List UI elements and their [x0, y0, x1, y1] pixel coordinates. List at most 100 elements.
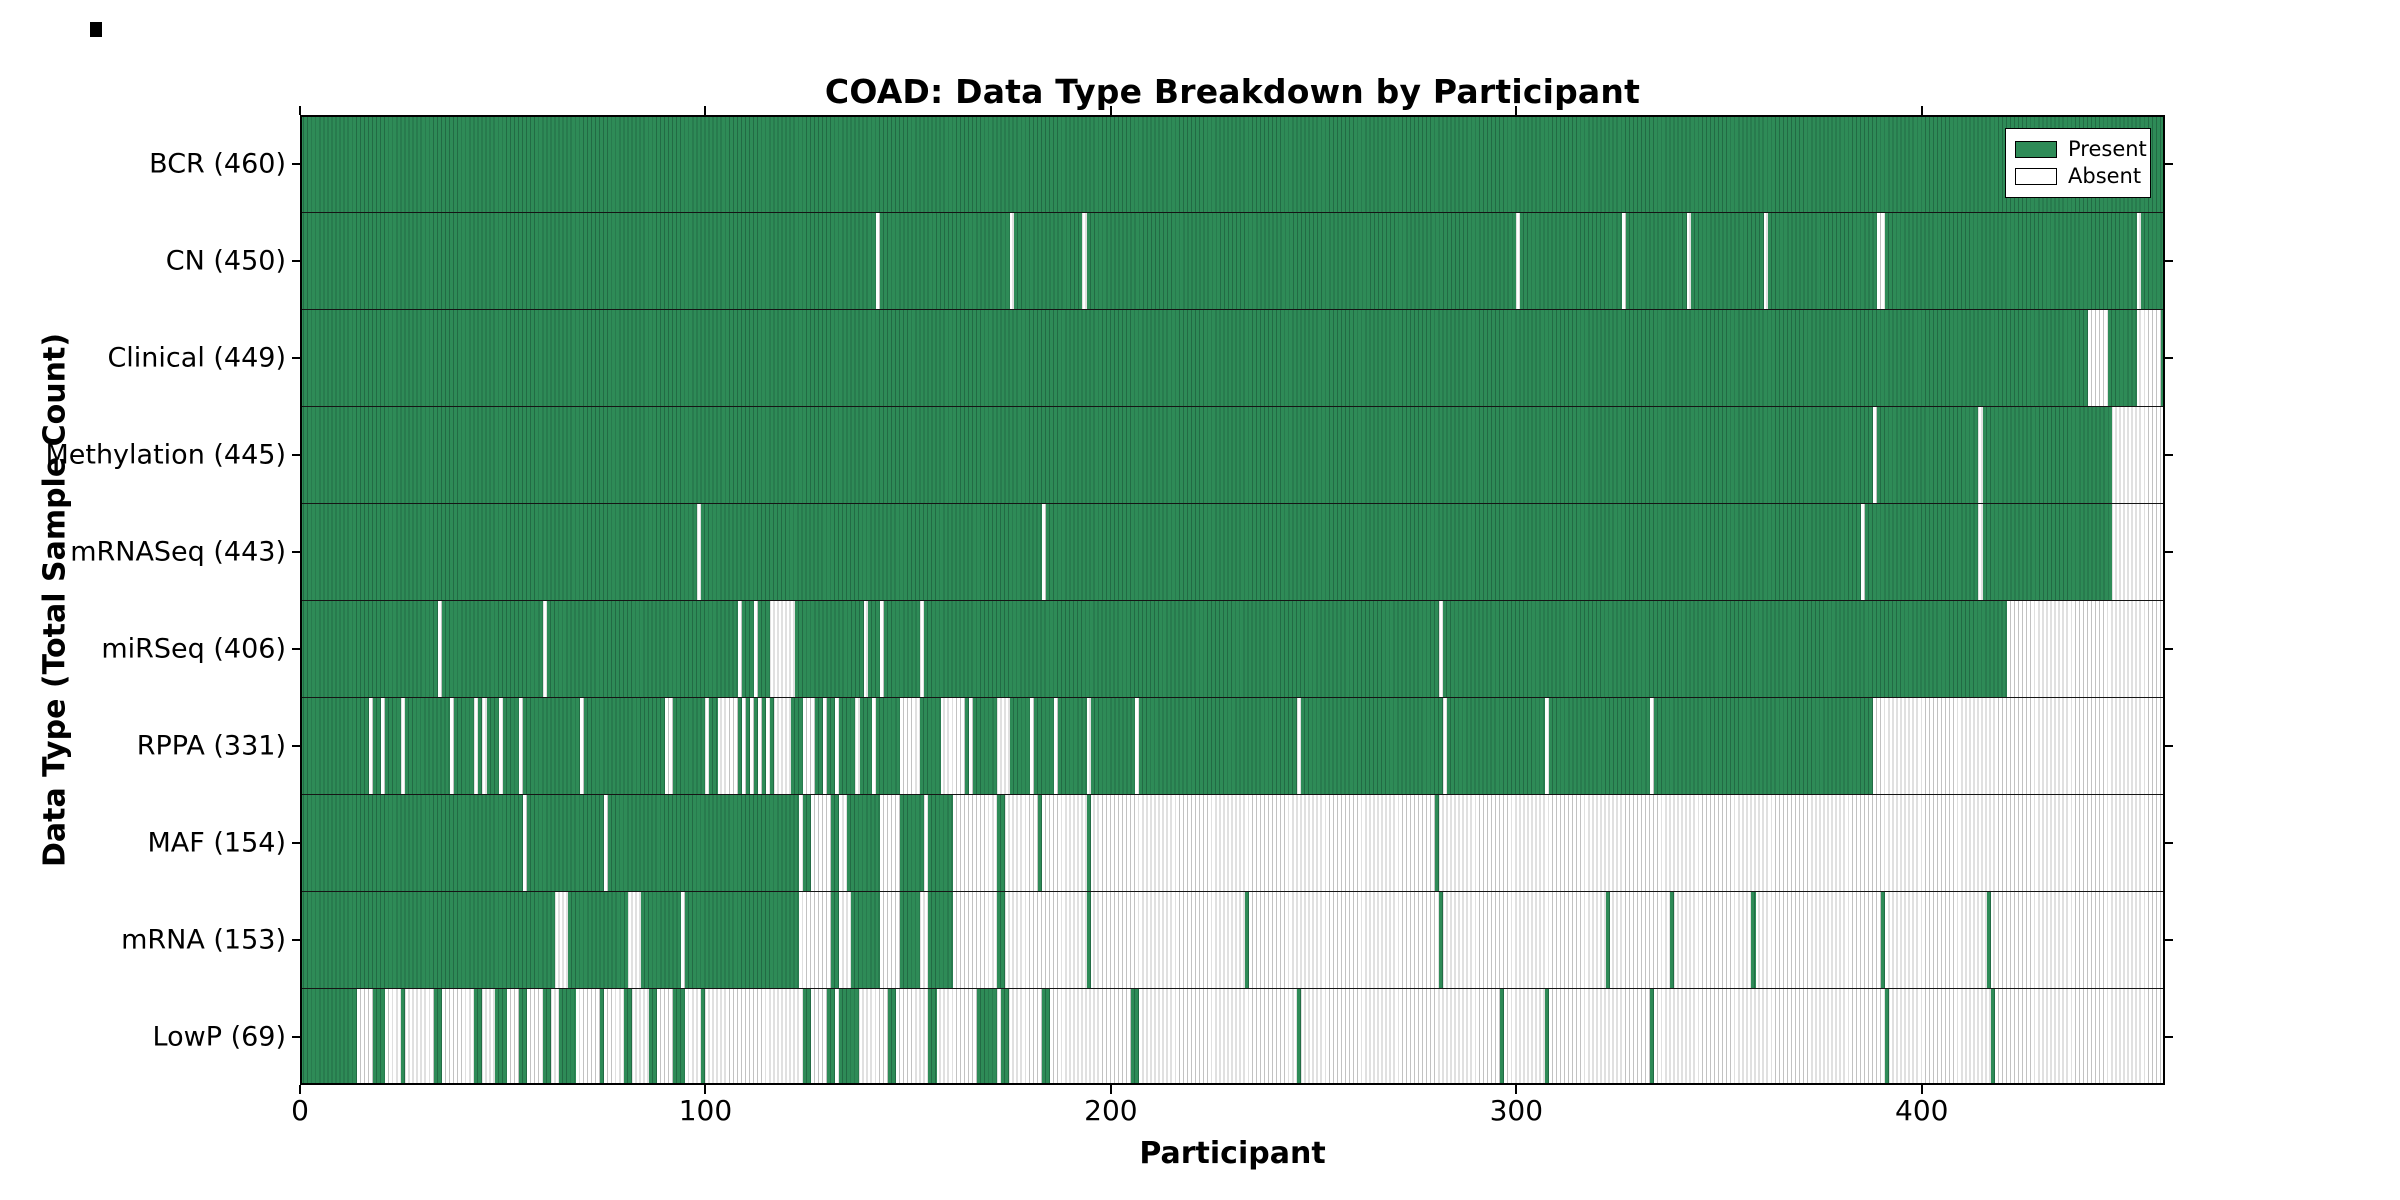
present-segment [478, 698, 483, 794]
present-segment [1986, 892, 1991, 988]
present-segment [2108, 310, 2137, 406]
present-segment [1046, 504, 1861, 600]
present-segment [640, 892, 682, 988]
x-tick-mark-bottom [1515, 1085, 1518, 1094]
present-segment [741, 601, 755, 697]
present-segment [875, 698, 901, 794]
row-CN [300, 212, 2165, 309]
present-segment [441, 601, 544, 697]
y-tick-BCR: BCR (460) [149, 148, 286, 179]
present-segment [851, 892, 880, 988]
present-segment [527, 795, 605, 891]
present-segment [928, 795, 953, 891]
y-tick-mark-left [292, 744, 300, 747]
y-tick-mark-right [2165, 356, 2173, 359]
present-segment [1435, 795, 1440, 891]
present-segment [928, 892, 953, 988]
legend-entry-absent: Absent [2015, 163, 2141, 190]
y-tick-mark-right [2165, 453, 2173, 456]
present-segment [1090, 698, 1136, 794]
present-segment [928, 989, 937, 1085]
x-tick-mark-top [1920, 106, 1923, 115]
present-segment [300, 989, 357, 1085]
y-tick-mark-left [292, 550, 300, 553]
present-segment [300, 698, 369, 794]
x-tick-mark-top [299, 106, 301, 115]
present-segment [847, 795, 880, 891]
row-RPPA [300, 697, 2165, 794]
y-tick-mark-right [2165, 550, 2173, 553]
present-segment [920, 698, 941, 794]
present-segment [433, 989, 442, 1085]
present-segment [624, 989, 633, 1085]
present-segment [973, 698, 998, 794]
present-segment [1033, 698, 1055, 794]
present-segment [300, 115, 2165, 212]
row-LowP [300, 988, 2165, 1085]
y-tick-MAF: MAF (154) [147, 827, 286, 858]
present-segment [1041, 989, 1051, 1085]
y-tick-mark-left [292, 647, 300, 650]
present-segment [997, 892, 1006, 988]
present-segment [758, 601, 771, 697]
present-segment [1086, 795, 1091, 891]
present-segment [802, 795, 811, 891]
present-segment [964, 698, 969, 794]
present-segment [1881, 892, 1886, 988]
present-segment [1650, 989, 1655, 1085]
present-segment [405, 698, 450, 794]
x-tick-mark-top [1515, 106, 1518, 115]
present-segment [1654, 698, 1874, 794]
present-segment [2160, 310, 2165, 406]
y-tick-mark-left [292, 259, 300, 262]
present-segment [1982, 407, 2113, 503]
present-segment [1690, 213, 1764, 309]
present-segment [977, 989, 998, 1085]
present-segment [1885, 213, 2137, 309]
present-segment [300, 795, 523, 891]
present-segment [900, 892, 921, 988]
row-BCR [300, 115, 2165, 212]
present-segment [567, 892, 629, 988]
present-segment [745, 698, 751, 794]
present-segment [1013, 213, 1083, 309]
present-segment [839, 989, 860, 1085]
present-segment [1520, 213, 1622, 309]
x-tick-100: 100 [678, 1094, 733, 1127]
present-segment [1605, 892, 1610, 988]
present-segment [385, 698, 402, 794]
y-tick-mark-left [292, 453, 300, 456]
present-segment [1864, 504, 1979, 600]
present-segment [839, 698, 856, 794]
x-axis-label: Participant [1139, 1136, 1326, 1171]
legend-present-swatch [2015, 141, 2057, 158]
legend-entry-present: Present [2015, 136, 2147, 163]
present-segment [685, 892, 799, 988]
present-segment [1877, 407, 1979, 503]
present-segment [1001, 989, 1010, 1085]
present-segment [300, 213, 876, 309]
x-tick-mark-top [1109, 106, 1112, 115]
y-tick-mark-right [2165, 647, 2173, 650]
legend-present-label: Present [2068, 137, 2147, 161]
present-segment [1548, 698, 1651, 794]
present-segment [454, 698, 475, 794]
present-segment [1244, 892, 1249, 988]
present-segment [583, 698, 665, 794]
y-tick-mark-left [292, 938, 300, 941]
legend-absent-label: Absent [2068, 164, 2142, 188]
present-segment [600, 989, 605, 1085]
y-tick-mark-right [2165, 1035, 2173, 1038]
present-segment [831, 892, 840, 988]
present-segment [1139, 698, 1298, 794]
present-segment [2140, 213, 2165, 309]
present-segment [543, 989, 552, 1085]
y-tick-CN: CN (450) [165, 245, 286, 276]
present-segment [883, 601, 921, 697]
present-segment [900, 795, 925, 891]
chart-title: COAD: Data Type Breakdown by Participant [824, 72, 1641, 111]
present-segment [1131, 989, 1140, 1085]
present-segment [827, 698, 836, 794]
present-segment [802, 989, 811, 1085]
